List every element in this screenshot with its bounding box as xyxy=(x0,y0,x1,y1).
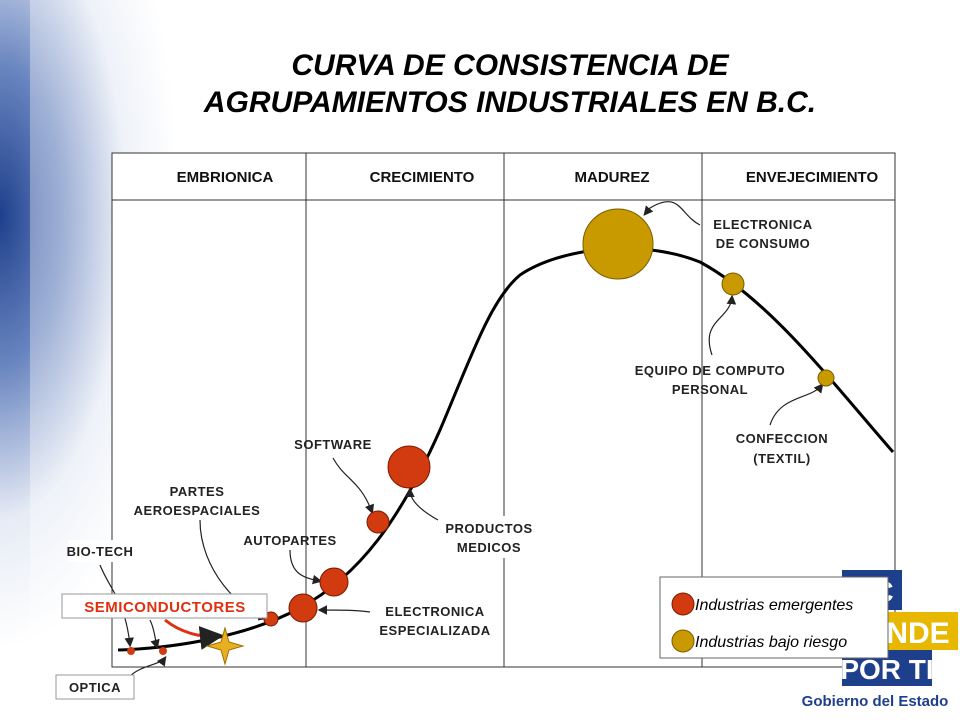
bubble-low-risk xyxy=(582,208,654,280)
label: PERSONAL xyxy=(672,382,748,397)
phase-label: MADUREZ xyxy=(575,169,650,186)
arrow xyxy=(149,619,160,650)
bubble-low-risk xyxy=(721,272,745,296)
arrow xyxy=(289,549,323,585)
label-highlight: SEMICONDUCTORES xyxy=(84,599,245,616)
label-box xyxy=(55,674,135,700)
legend xyxy=(659,576,889,659)
label: BIO-TECH xyxy=(67,544,134,559)
label: DE CONSUMO xyxy=(716,236,811,251)
legend-label: Industrias bajo riesgo xyxy=(695,634,847,651)
phase-label: CRECIMIENTO xyxy=(370,169,475,186)
logo-text: NDE xyxy=(886,617,949,650)
arrow xyxy=(405,487,439,521)
label-bg xyxy=(440,516,540,558)
label-bg xyxy=(370,598,502,642)
bubble-emerging xyxy=(288,593,318,623)
label: CONFECCION xyxy=(736,431,828,446)
label: EQUIPO DE COMPUTO xyxy=(635,363,786,378)
arrow xyxy=(708,294,737,356)
arrow xyxy=(164,618,224,650)
arrow xyxy=(332,457,374,515)
arrow xyxy=(643,201,701,226)
bubble-emerging xyxy=(319,567,349,597)
label: ELECTRONICA xyxy=(713,217,813,232)
label-bg xyxy=(68,540,133,562)
star xyxy=(205,626,245,666)
bubble-emerging xyxy=(366,510,390,534)
legend-swatch xyxy=(671,592,695,616)
label: ESPECIALIZADA xyxy=(379,623,490,638)
label: SOFTWARE xyxy=(294,437,372,452)
legend-label: Industrias emergentes xyxy=(695,597,853,614)
arrow xyxy=(317,605,371,615)
bubble-emerging xyxy=(387,445,431,489)
legend-swatch xyxy=(671,629,695,653)
phase-label: EMBRIONICA xyxy=(177,169,274,186)
label: ELECTRONICA xyxy=(385,604,485,619)
title: AGRUPAMIENTOS INDUSTRIALES EN B.C. xyxy=(203,86,816,119)
label-box xyxy=(61,593,268,619)
logo-text: POR TI xyxy=(840,654,933,685)
bubble-emerging xyxy=(159,647,167,655)
arrow xyxy=(769,383,824,426)
label: (TEXTIL) xyxy=(753,451,810,466)
title: CURVA DE CONSISTENCIA DE xyxy=(291,49,729,82)
label: AEROESPACIALES xyxy=(134,503,261,518)
phase-label: ENVEJECIMIENTO xyxy=(746,169,879,186)
bubble-emerging xyxy=(127,647,135,655)
label: PRODUCTOS xyxy=(445,521,532,536)
bubble-low-risk xyxy=(817,369,835,387)
label: PARTES xyxy=(170,484,225,499)
logo-block xyxy=(878,612,958,650)
logo-footer: Gobierno del Estado xyxy=(802,693,949,710)
label: AUTOPARTES xyxy=(243,533,336,548)
label: OPTICA xyxy=(69,680,121,695)
label: MEDICOS xyxy=(457,540,521,555)
